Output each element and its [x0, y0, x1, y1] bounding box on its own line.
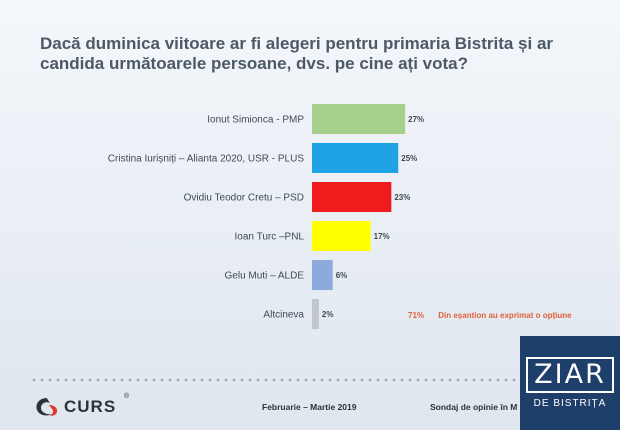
sample-note-percent: 71%: [408, 311, 425, 320]
footer-source: Sondaj de opinie în M: [430, 402, 518, 412]
dotted-divider: [30, 378, 520, 382]
category-label-0: Ionut Simionca - PMP: [207, 115, 304, 126]
bar-0: [312, 104, 406, 134]
sample-note-text: Din eșantion au exprimat o opțiune: [438, 311, 572, 320]
page-title: Dacă duminica viitoare ar fi alegeri pen…: [40, 34, 554, 73]
value-label-1: 25%: [401, 154, 417, 163]
value-label-4: 6%: [336, 271, 348, 280]
curs-logo-text: CURS: [64, 397, 117, 416]
badge-top-text: ZIAR: [526, 357, 614, 393]
bar-1: [312, 143, 399, 173]
registered-mark: ®: [124, 393, 130, 400]
footer-date: Februarie – Martie 2019: [262, 402, 357, 412]
value-label-0: 27%: [408, 115, 424, 124]
value-label-5: 2%: [322, 310, 334, 319]
category-label-1: Cristina Iurișniți – Alianta 2020, USR -…: [108, 154, 305, 165]
category-label-3: Ioan Turc –PNL: [235, 232, 305, 243]
ziar-de-bistrita-badge: ZIAR DE BISTRIȚA: [520, 336, 620, 430]
bar-5: [312, 299, 319, 329]
category-label-2: Ovidiu Teodor Cretu – PSD: [184, 193, 304, 204]
bar-2: [312, 182, 392, 212]
sample-note: 71% Din eșantion au exprimat o opțiune: [408, 311, 572, 320]
bar-3: [312, 221, 371, 251]
curs-swirl-icon: [36, 398, 58, 416]
category-label-4: Gelu Muti – ALDE: [225, 271, 305, 282]
bar-4: [312, 260, 333, 290]
curs-logo: CURS ®: [34, 393, 129, 418]
badge-bottom-text: DE BISTRIȚA: [533, 398, 607, 409]
value-label-2: 23%: [394, 193, 410, 202]
category-label-5: Altcineva: [263, 310, 304, 321]
value-label-3: 17%: [374, 232, 390, 241]
